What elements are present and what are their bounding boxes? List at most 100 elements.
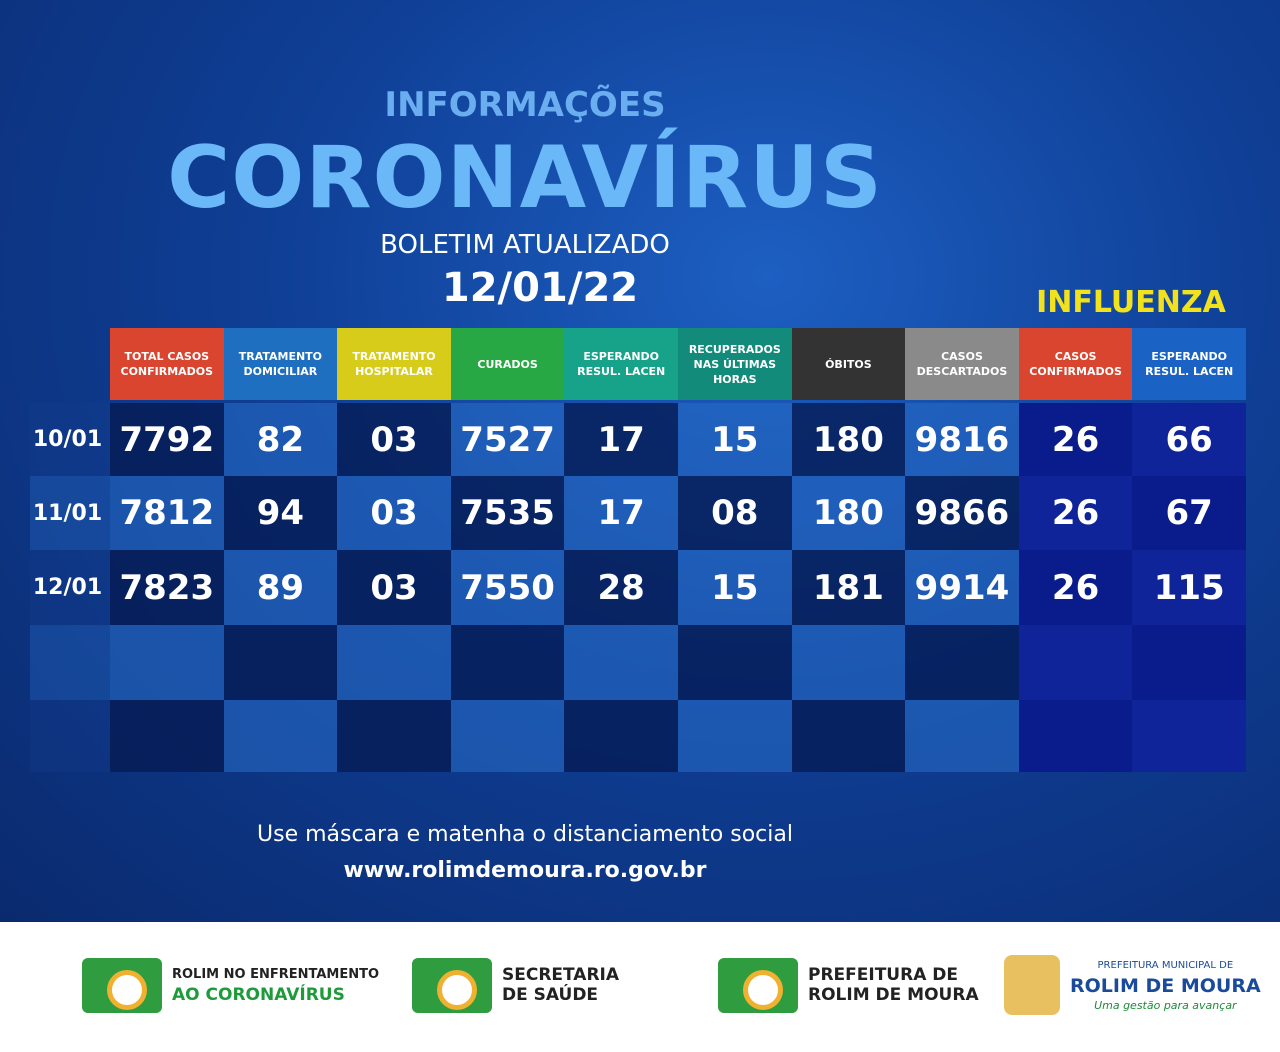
- logo: PREFEITURA DE ROLIM DE MOURA: [718, 950, 979, 1020]
- poster: INFORMAÇÕES CORONAVÍRUS BOLETIM ATUALIZA…: [0, 0, 1280, 922]
- row-band: [30, 476, 110, 550]
- cell-bg: [110, 476, 224, 550]
- cell-bg: [791, 476, 906, 550]
- cell-value: 94: [256, 493, 305, 533]
- cell-value: 7812: [119, 493, 215, 533]
- column-header: TRATAMENTO HOSPITALAR: [337, 328, 451, 400]
- cell-value: 03: [370, 493, 418, 533]
- cell-bg: [1018, 700, 1133, 772]
- column-header: ESPERANDO RESUL. LACEN: [564, 328, 678, 400]
- cell-bg: [110, 403, 224, 476]
- logo-text: ROLIM DE MOURA: [1070, 974, 1261, 997]
- cell-bg: [223, 700, 338, 772]
- date: 12/01/22: [441, 265, 639, 311]
- cell-bg: [791, 403, 906, 476]
- cell-value: 26: [1051, 419, 1100, 460]
- row-date: 10/01: [32, 427, 103, 452]
- cell-bg: [337, 550, 451, 625]
- cell-bg: [1132, 625, 1246, 700]
- cell-bg: [337, 403, 451, 476]
- cell-bg: [223, 625, 338, 700]
- cell-value: 26: [1051, 567, 1100, 608]
- cell-bg: [223, 403, 338, 476]
- cell-bg: [110, 550, 224, 625]
- column-header: CASOS DESCARTADOS: [905, 328, 1019, 400]
- cell-value: 03: [370, 419, 418, 460]
- cell-bg: [223, 476, 338, 550]
- cell-value: 66: [1165, 419, 1213, 460]
- cell-bg: [678, 550, 792, 625]
- cell-bg: [678, 700, 792, 772]
- cell-bg: [223, 550, 338, 625]
- row-date: 12/01: [32, 575, 103, 600]
- cell-value: 82: [256, 419, 305, 460]
- column-header: TOTAL CASOS CONFIRMADOS: [110, 328, 224, 400]
- cell-bg: [678, 625, 792, 700]
- cell-bg: [905, 476, 1019, 550]
- column-header: CASOS CONFIRMADOS: [1018, 328, 1133, 400]
- cell-bg: [1018, 550, 1133, 625]
- cell-value: 89: [256, 567, 305, 608]
- cell-value: 17: [597, 419, 645, 460]
- logo-text: ROLIM NO ENFRENTAMENTO: [172, 967, 380, 982]
- subtitle: BOLETIM ATUALIZADO: [380, 230, 670, 260]
- cell-bg: [1018, 625, 1133, 700]
- cell-bg: [1132, 700, 1246, 772]
- cell-bg: [450, 403, 565, 476]
- cell-bg: [905, 550, 1019, 625]
- cell-value: 03: [370, 567, 418, 608]
- cell-value: 9816: [914, 419, 1010, 460]
- logo: ROLIM NO ENFRENTAMENTO AO CORONAVÍRUS: [82, 950, 379, 1020]
- cell-bg: [1132, 403, 1246, 476]
- logo-text: ROLIM DE MOURA: [808, 985, 979, 1005]
- logo-icon: [718, 957, 798, 1013]
- cell-value: 17: [597, 493, 645, 533]
- cell-value: 15: [711, 419, 759, 460]
- message: Use máscara e matenha o distanciamento s…: [257, 822, 793, 847]
- column-header: ESPERANDO RESUL. LACEN: [1132, 328, 1246, 400]
- row-band: [30, 625, 110, 700]
- cell-value: 67: [1165, 493, 1213, 533]
- cell-bg: [564, 625, 678, 700]
- logo-text: AO CORONAVÍRUS: [172, 985, 345, 1005]
- cell-bg: [905, 403, 1019, 476]
- cell-value: 7792: [119, 419, 215, 460]
- cell-bg: [110, 625, 224, 700]
- column-header: ÓBITOS: [791, 328, 906, 400]
- url: www.rolimdemoura.ro.gov.br: [343, 858, 707, 883]
- cell-bg: [337, 700, 451, 772]
- group-label: INFLUENZA: [1036, 285, 1226, 320]
- cell-bg: [450, 476, 565, 550]
- logo: PREFEITURA MUNICIPAL DE ROLIM DE MOURA Uma…: [1004, 950, 1261, 1020]
- kicker: INFORMAÇÕES: [384, 85, 666, 125]
- row-date: 11/01: [32, 500, 103, 526]
- logo-text: DE SAÚDE: [502, 985, 599, 1005]
- cell-value: 26: [1051, 493, 1100, 533]
- cell-bg: [564, 476, 678, 550]
- cell-bg: [110, 700, 224, 772]
- cell-value: 181: [812, 567, 884, 608]
- logo-icon: [412, 957, 492, 1013]
- cell-bg: [791, 700, 906, 772]
- logo-text: PREFEITURA MUNICIPAL DE: [1097, 959, 1234, 971]
- cell-bg: [450, 625, 565, 700]
- cell-bg: [450, 700, 565, 772]
- cell-bg: [678, 476, 792, 550]
- logo-text: SECRETARIA: [502, 965, 620, 985]
- cell-value: 28: [597, 567, 645, 608]
- cell-value: 9914: [914, 567, 1010, 608]
- cell-value: 7823: [119, 567, 215, 608]
- cell-value: 7550: [460, 567, 555, 608]
- title: CORONAVÍRUS: [167, 128, 883, 228]
- cell-bg: [337, 476, 451, 550]
- cell-bg: [1018, 476, 1133, 550]
- column-header: CURADOS: [450, 328, 565, 400]
- cell-bg: [564, 550, 678, 625]
- cell-bg: [905, 700, 1019, 772]
- logo-icon: [82, 957, 162, 1013]
- row-band: [30, 550, 110, 625]
- cell-bg: [1018, 403, 1133, 476]
- cell-value: 180: [812, 419, 884, 460]
- cell-value: 180: [812, 493, 884, 533]
- cell-bg: [450, 550, 565, 625]
